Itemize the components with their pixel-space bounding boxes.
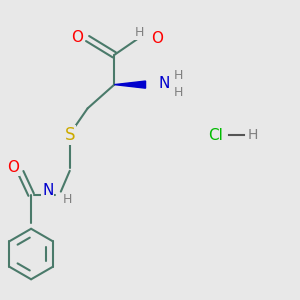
Text: N: N: [42, 183, 53, 198]
Text: H: H: [174, 86, 183, 99]
Text: H: H: [135, 26, 144, 39]
Text: O: O: [7, 160, 19, 175]
Text: O: O: [71, 30, 83, 45]
Text: H: H: [174, 69, 183, 82]
Text: H: H: [248, 128, 258, 142]
Text: Cl: Cl: [208, 128, 223, 142]
Text: H: H: [62, 193, 72, 206]
Polygon shape: [114, 81, 146, 88]
Text: N: N: [158, 76, 170, 91]
Text: O: O: [152, 31, 164, 46]
Text: S: S: [64, 126, 75, 144]
